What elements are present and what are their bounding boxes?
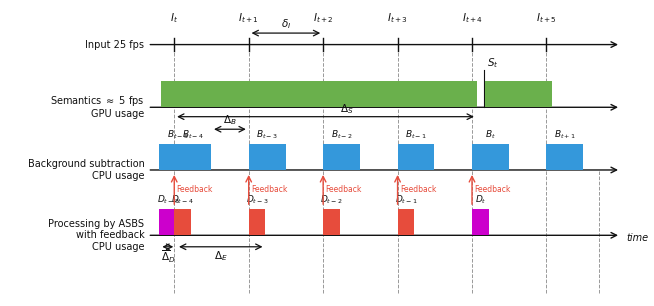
- Bar: [547, 144, 583, 170]
- Text: $I_{t+3}$: $I_{t+3}$: [387, 11, 408, 25]
- Text: $D_{t-3}$: $D_{t-3}$: [246, 193, 268, 206]
- Bar: [323, 144, 360, 170]
- Text: with feedback: with feedback: [76, 230, 145, 240]
- Text: $\Delta_E$: $\Delta_E$: [214, 249, 228, 263]
- Text: $I_{t+4}$: $I_{t+4}$: [462, 11, 483, 25]
- Bar: [174, 144, 211, 170]
- Text: time: time: [627, 233, 649, 243]
- Text: $D_{t-2}$: $D_{t-2}$: [320, 193, 343, 206]
- Bar: [249, 144, 286, 170]
- Bar: [174, 81, 477, 107]
- Text: Feedback: Feedback: [326, 185, 362, 194]
- Text: CPU usage: CPU usage: [92, 242, 145, 252]
- Text: $\Delta_B$: $\Delta_B$: [223, 113, 237, 127]
- Bar: [161, 81, 174, 107]
- Bar: [472, 209, 489, 235]
- Text: $I_{t+1}$: $I_{t+1}$: [238, 11, 259, 25]
- Text: $B_{t-1}$: $B_{t-1}$: [405, 128, 427, 141]
- Text: $I_{t+2}$: $I_{t+2}$: [313, 11, 334, 25]
- Text: Feedback: Feedback: [474, 185, 511, 194]
- Text: $D_{t-5}$: $D_{t-5}$: [156, 193, 179, 206]
- Text: $B_{t-4}$: $B_{t-4}$: [182, 128, 203, 141]
- Text: CPU usage: CPU usage: [92, 171, 145, 181]
- Bar: [160, 209, 176, 235]
- Text: Semantics $\approx$ 5 fps: Semantics $\approx$ 5 fps: [50, 94, 145, 108]
- Text: $D_{t-4}$: $D_{t-4}$: [171, 193, 194, 206]
- Text: $B_{t+1}$: $B_{t+1}$: [554, 128, 576, 141]
- Text: Input 25 fps: Input 25 fps: [86, 39, 145, 50]
- Text: $I_{t+5}$: $I_{t+5}$: [536, 11, 557, 25]
- Bar: [323, 209, 340, 235]
- Text: $S_t$: $S_t$: [487, 56, 498, 70]
- Bar: [249, 209, 266, 235]
- Text: $\delta_I$: $\delta_I$: [281, 17, 291, 31]
- Text: GPU usage: GPU usage: [91, 109, 145, 118]
- Bar: [160, 144, 196, 170]
- Text: $B_{t-3}$: $B_{t-3}$: [256, 128, 278, 141]
- Bar: [398, 209, 414, 235]
- Text: $B_{t-5}$: $B_{t-5}$: [167, 128, 189, 141]
- Text: Feedback: Feedback: [177, 185, 213, 194]
- Text: Feedback: Feedback: [251, 185, 288, 194]
- Text: $D_t$: $D_t$: [475, 193, 486, 206]
- Bar: [398, 144, 434, 170]
- Text: $I_t$: $I_t$: [170, 11, 179, 25]
- Text: $D_{t-1}$: $D_{t-1}$: [394, 193, 417, 206]
- Bar: [174, 209, 191, 235]
- Text: $\Delta_S$: $\Delta_S$: [339, 102, 353, 116]
- Text: Processing by ASBS: Processing by ASBS: [48, 219, 145, 229]
- Text: $B_{t-2}$: $B_{t-2}$: [331, 128, 353, 141]
- Bar: [485, 81, 553, 107]
- Text: $B_t$: $B_t$: [485, 128, 496, 141]
- Text: $\overline{\Delta}_D$: $\overline{\Delta}_D$: [161, 249, 175, 265]
- Bar: [472, 144, 509, 170]
- Text: Feedback: Feedback: [400, 185, 436, 194]
- Text: Background subtraction: Background subtraction: [27, 159, 145, 169]
